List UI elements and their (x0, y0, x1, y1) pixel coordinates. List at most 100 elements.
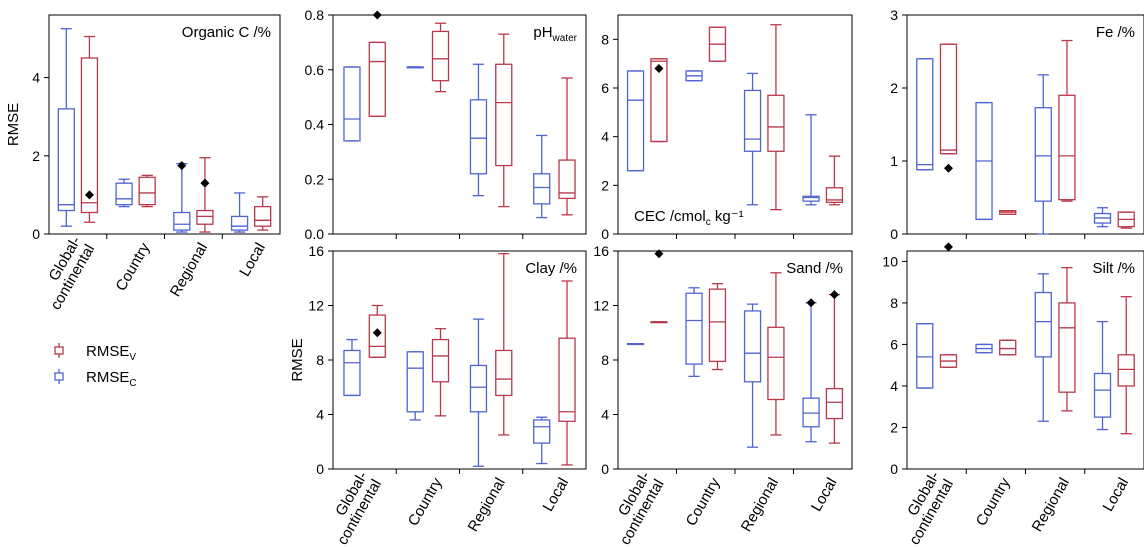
category-label-line: Country (973, 475, 1014, 529)
box-validation (431, 328, 450, 417)
box-iqr (626, 70, 645, 172)
box-validation (650, 249, 668, 324)
y-tick-label: 0 (890, 226, 898, 242)
y-tick-label: 4 (601, 407, 609, 423)
category-label-line: Regional (1029, 475, 1073, 535)
panel-title: Clay /% (525, 260, 577, 277)
box-validation (431, 22, 450, 93)
legend-label-subscript: V (129, 352, 136, 363)
y-tick-label: 2 (601, 177, 609, 193)
box-iqr (431, 30, 450, 82)
panel-title-main: CEC /cmol (634, 208, 706, 225)
panel-organic-c: 0 2 4 RMSE Global-continental Country Regional… (5, 14, 281, 313)
box-validation (558, 280, 576, 466)
box-calibration (802, 114, 820, 206)
box-iqr (743, 310, 762, 383)
panel-title-main: Clay /% (525, 260, 577, 277)
y-tick-label: 0 (890, 461, 898, 477)
box-calibration (343, 66, 361, 142)
box-validation (650, 58, 668, 143)
category-label-line: Local (808, 475, 841, 515)
y-tick-label: 2 (890, 419, 898, 435)
mean-marker (806, 298, 816, 308)
box-calibration (685, 70, 703, 82)
category-label: Local (540, 475, 573, 515)
plot-frame (906, 14, 1144, 235)
box-iqr (431, 338, 450, 383)
box-iqr (825, 187, 844, 204)
box-calibration (975, 343, 993, 354)
y-axis-label: RMSE (289, 338, 306, 381)
box-validation (495, 253, 513, 436)
category-label: Regional (738, 475, 782, 535)
box-calibration (743, 303, 762, 448)
category-label: Global-continental (33, 234, 98, 313)
y-tick-label: 3 (890, 7, 898, 23)
box-iqr (196, 209, 214, 225)
y-tick-label: 4 (890, 378, 898, 394)
box-validation (939, 242, 958, 368)
y-tick-label: 8 (890, 295, 898, 311)
plot-frame (48, 14, 281, 235)
panel-title: Sand /% (786, 260, 843, 277)
box-validation (1117, 296, 1135, 435)
box-calibration (57, 28, 75, 227)
box-iqr (343, 66, 361, 142)
y-tick-label: 0 (601, 226, 609, 242)
panel-silt: 0 2 4 6 8 10 Global-continental Country Regional… (882, 242, 1144, 547)
y-tick-label: 0.6 (305, 62, 325, 78)
box-iqr (495, 63, 513, 167)
y-tick-label: 6 (890, 336, 898, 352)
box-iqr (939, 43, 958, 155)
category-label: Local (808, 475, 841, 515)
box-iqr (138, 176, 156, 206)
y-tick-label: 0.2 (305, 171, 325, 187)
panel-title-subscript: c (706, 217, 711, 228)
y-tick-label: 0 (316, 461, 324, 477)
box-calibration (343, 338, 361, 397)
y-tick-label: 8 (316, 352, 324, 368)
box-calibration (533, 416, 551, 465)
panel-title-main: Silt /% (1092, 260, 1135, 277)
y-tick-label: 0 (32, 226, 40, 242)
box-iqr (767, 94, 785, 152)
box-iqr (173, 211, 191, 231)
box-iqr (254, 205, 272, 227)
box-iqr (469, 99, 488, 175)
box-iqr (80, 57, 99, 214)
category-label: Global-continental (892, 469, 957, 547)
box-calibration (685, 287, 703, 378)
mean-marker (372, 10, 382, 20)
plot-frame (332, 250, 587, 470)
mean-marker (84, 190, 94, 200)
category-label-line: Country (112, 240, 153, 294)
box-validation (558, 77, 576, 216)
category-label-line: Country (405, 475, 446, 529)
y-tick-label: 8 (601, 352, 609, 368)
legend-box-shape (54, 372, 64, 381)
box-iqr (650, 58, 668, 143)
box-iqr (558, 159, 576, 200)
panel-cec: 0 2 4 6 8 CEC /cmolc kg⁻¹ (601, 14, 853, 242)
box-iqr (916, 323, 934, 389)
box-iqr (115, 182, 133, 206)
legend-box-icon (54, 369, 64, 384)
box-iqr (469, 364, 488, 413)
plot-frame (617, 250, 853, 470)
legend-label-main: RMSE (86, 369, 129, 386)
box-calibration (1034, 74, 1052, 235)
panel-sand: 0 4 8 12 16 Global-continental Country Regional… (593, 243, 853, 547)
panel-fe: 0 1 2 3 Fe /% (890, 7, 1144, 242)
y-tick-label: 2 (890, 80, 898, 96)
y-tick-label: 4 (316, 407, 324, 423)
box-calibration (626, 70, 645, 172)
category-label-line: Local (540, 475, 573, 515)
box-validation (138, 174, 156, 208)
panel-ph-water: 0.0 0.2 0.4 0.6 0.8 pHwater (305, 7, 587, 242)
mean-marker (943, 242, 953, 252)
box-iqr (368, 314, 386, 358)
box-iqr (767, 326, 785, 401)
box-iqr (1117, 354, 1135, 387)
box-iqr (533, 173, 551, 205)
